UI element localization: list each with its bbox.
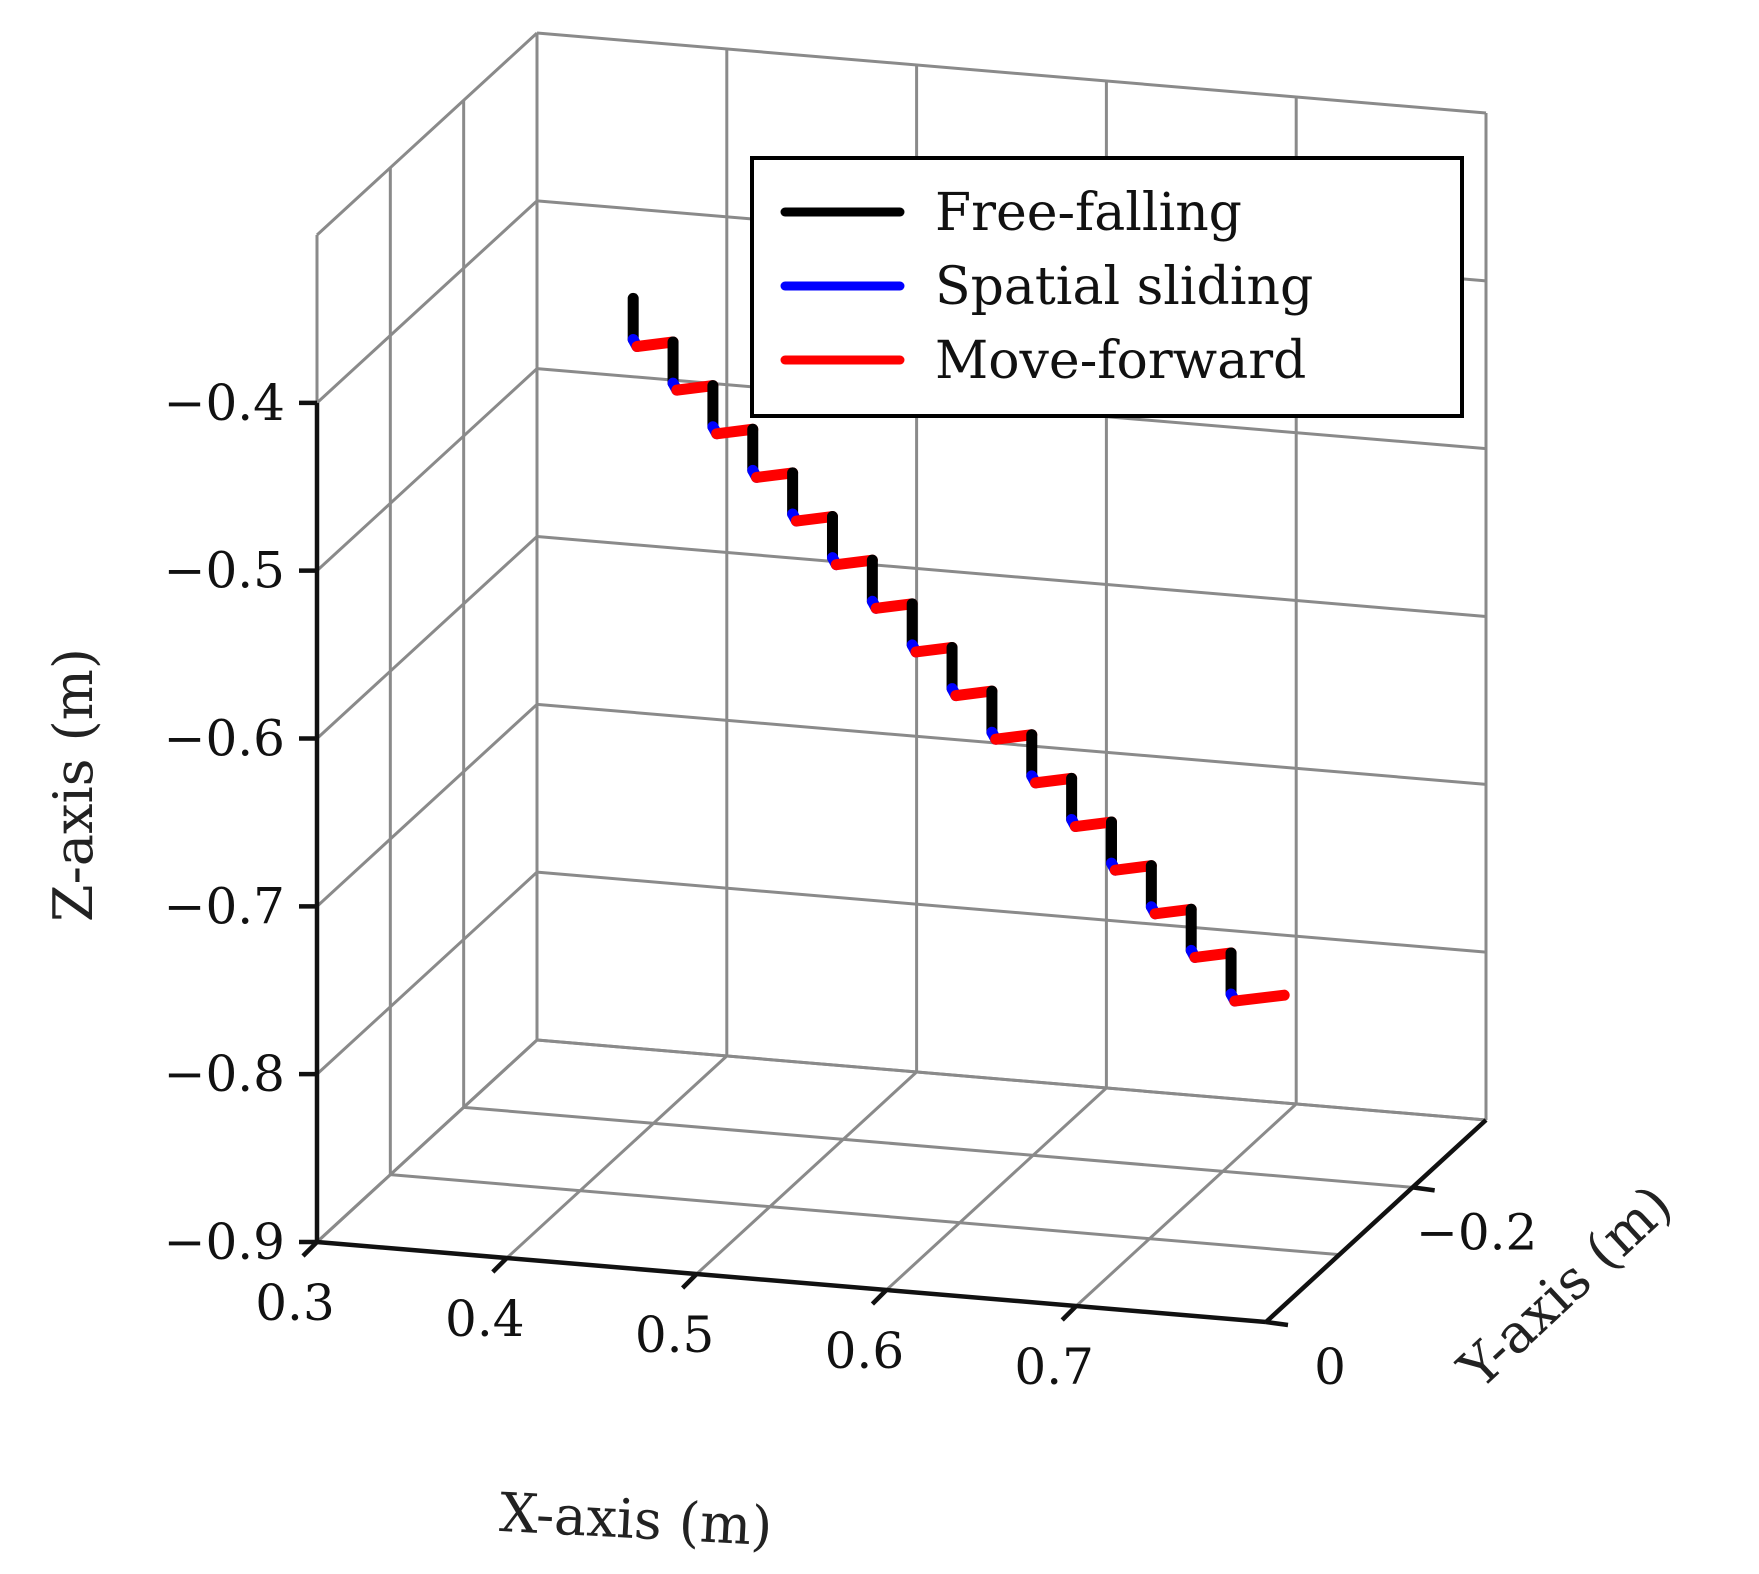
trajectory-move-forward-segment xyxy=(1109,860,1157,876)
floor-grid-y xyxy=(390,1173,1340,1257)
floor-grid-y xyxy=(463,1105,1413,1189)
floor-grid-x xyxy=(505,1054,728,1260)
trajectory-move-forward-segment xyxy=(830,554,878,571)
x-tick-label: 0.5 xyxy=(635,1306,715,1364)
z-axis-title: Z-axis (m) xyxy=(42,648,105,922)
z-tick-label: −0.8 xyxy=(164,1045,285,1103)
leftwall-grid-z xyxy=(315,199,539,404)
x-tick xyxy=(681,1272,699,1290)
leftwall-grid-z xyxy=(315,367,539,572)
z-tick-label: −0.6 xyxy=(164,710,285,768)
x-tick-label: 0.4 xyxy=(445,1290,525,1348)
x-tick-label: 0.3 xyxy=(255,1274,335,1332)
leftwall-top-edge xyxy=(315,31,539,237)
y-tick xyxy=(1265,1319,1289,1328)
trajectory-move-forward-segment xyxy=(631,336,679,352)
x-axis-title: X-axis (m) xyxy=(498,1481,774,1558)
trajectory-move-forward-segment xyxy=(671,380,719,396)
x-tick xyxy=(491,1256,509,1274)
legend-label-free-falling: Free-falling xyxy=(935,183,1242,243)
leftwall-grid-z xyxy=(315,535,539,740)
legend-label-spatial-sliding: Spatial sliding xyxy=(935,257,1313,317)
trajectory-move-forward-segment xyxy=(711,423,759,440)
y-axis-line xyxy=(1264,1118,1488,1324)
trajectory-move-forward-segment xyxy=(1069,816,1117,833)
z-tick-label: −0.7 xyxy=(164,877,285,935)
y-tick-label: −0.2 xyxy=(1416,1203,1537,1261)
trajectory-move-forward-segment xyxy=(1229,989,1290,1007)
backwall-grid-z xyxy=(536,870,1487,954)
z-tick-label: −0.4 xyxy=(164,374,285,432)
legend: Free-falling Spatial sliding Move-forwar… xyxy=(750,156,1464,418)
backwall-top-edge xyxy=(536,31,1487,115)
leftwall-grid-z xyxy=(315,1038,539,1244)
leftwall-grid-z xyxy=(315,871,539,1076)
trajectory-move-forward-segment xyxy=(790,511,838,527)
trajectory-layer xyxy=(627,292,1290,1007)
tick-label-layer: −0.4 −0.5 −0.6 −0.7 −0.8 −0.90.3 0.4 0.5 0.6 0.7 0… xyxy=(164,374,1538,1396)
y-tick-label: 0 xyxy=(1314,1338,1346,1396)
trajectory-move-forward-segment xyxy=(1030,772,1078,789)
backwall-grid-z xyxy=(536,1038,1487,1122)
trajectory-move-forward-segment xyxy=(910,641,958,658)
floor-grid-x xyxy=(695,1070,918,1276)
trajectory-move-forward-segment xyxy=(950,685,998,702)
y-tick xyxy=(1412,1185,1435,1193)
x-tick xyxy=(301,1240,319,1258)
trajectory-move-forward-segment xyxy=(990,729,1038,745)
backwall-grid-z xyxy=(536,535,1487,618)
x-tick xyxy=(1060,1304,1078,1322)
z-tick-label: −0.9 xyxy=(164,1213,285,1271)
axis-layer xyxy=(299,400,1488,1328)
trajectory-move-forward-segment xyxy=(1189,947,1237,963)
floor-grid-x xyxy=(885,1086,1108,1292)
trajectory-move-forward-segment xyxy=(1149,903,1197,920)
x-tick-label: 0.7 xyxy=(1014,1338,1094,1396)
z-tick-label: −0.5 xyxy=(164,542,285,600)
legend-label-move-forward: Move-forward xyxy=(935,331,1306,391)
floor-grid-x xyxy=(1075,1102,1298,1308)
trajectory-move-forward-segment xyxy=(870,598,918,614)
leftwall-grid-z xyxy=(315,703,539,908)
x-tick-label: 0.6 xyxy=(825,1322,905,1380)
x-axis-line xyxy=(316,1239,1267,1325)
backwall-grid-z xyxy=(536,702,1487,786)
x-tick xyxy=(870,1288,888,1306)
trajectory-move-forward-segment xyxy=(751,467,799,483)
